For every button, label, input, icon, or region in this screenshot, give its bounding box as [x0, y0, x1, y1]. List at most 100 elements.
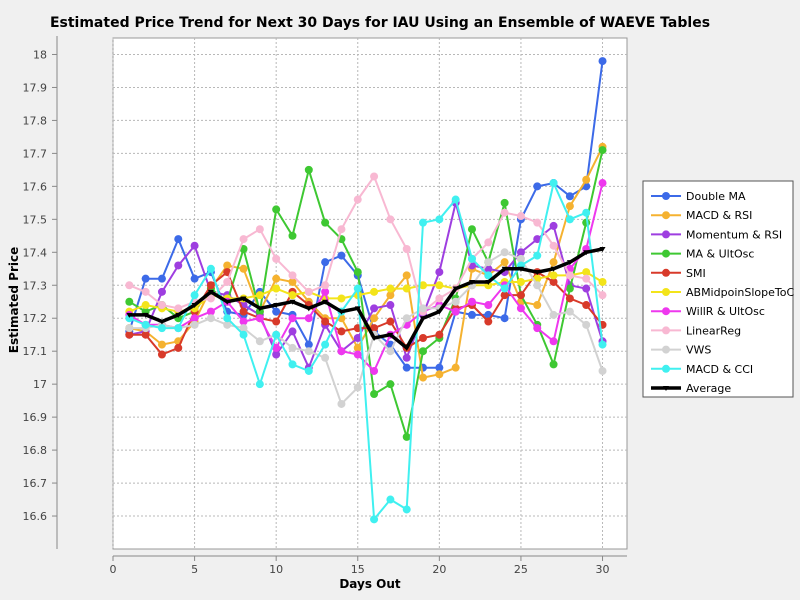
data-point — [353, 284, 362, 293]
data-point — [565, 284, 574, 293]
x-tick-label: 5 — [191, 563, 198, 576]
x-tick-label: 30 — [596, 563, 610, 576]
data-point — [288, 271, 297, 280]
x-tick-label: 20 — [432, 563, 446, 576]
data-point — [500, 198, 509, 207]
data-point — [141, 301, 150, 310]
data-point — [337, 225, 346, 234]
data-point — [386, 317, 395, 326]
data-point — [272, 205, 281, 214]
chart-title: Estimated Price Trend for Next 30 Days f… — [50, 15, 710, 31]
legend-marker — [662, 326, 670, 335]
data-point — [370, 390, 379, 399]
data-point — [549, 221, 558, 230]
data-point — [451, 297, 460, 306]
y-tick-label: 17 — [33, 378, 47, 391]
series-line-average — [129, 247, 603, 350]
data-point — [435, 330, 444, 339]
data-point — [516, 254, 525, 263]
data-point — [598, 277, 607, 286]
data-point — [582, 320, 591, 329]
data-point — [288, 277, 297, 286]
data-point — [142, 312, 149, 318]
data-point — [467, 254, 476, 263]
data-point — [402, 314, 411, 323]
legend-marker — [662, 211, 670, 220]
data-point — [321, 218, 330, 227]
data-point — [598, 146, 607, 155]
data-point — [533, 301, 542, 310]
data-point — [485, 279, 492, 285]
data-point — [272, 307, 281, 316]
data-point — [598, 179, 607, 188]
y-tick-label: 17.1 — [23, 345, 48, 358]
data-point — [549, 241, 558, 250]
x-tick-label: 0 — [110, 563, 117, 576]
data-point — [402, 432, 411, 441]
legend-entry: MACD & CCI — [686, 363, 753, 376]
data-point — [256, 306, 263, 312]
data-point — [419, 347, 428, 356]
data-point — [190, 241, 199, 250]
data-point — [288, 360, 297, 369]
data-point — [370, 324, 379, 333]
data-point — [419, 304, 428, 313]
data-point — [191, 303, 198, 309]
data-point — [516, 248, 525, 257]
data-point — [582, 274, 591, 283]
data-point — [272, 350, 281, 359]
data-point — [598, 340, 607, 349]
data-point — [386, 301, 395, 310]
data-point — [240, 296, 247, 302]
data-point — [386, 284, 395, 293]
data-point — [321, 353, 330, 362]
data-point — [435, 370, 444, 379]
x-tick-label: 15 — [351, 563, 365, 576]
data-point — [386, 291, 395, 300]
data-point — [337, 399, 346, 408]
legend-marker — [662, 307, 670, 316]
data-point — [255, 380, 264, 389]
data-point — [599, 246, 606, 252]
data-point — [533, 281, 542, 290]
data-point — [386, 495, 395, 504]
data-point — [223, 261, 232, 270]
data-point — [273, 303, 280, 309]
data-point — [353, 343, 362, 352]
data-point — [370, 304, 379, 313]
data-point — [141, 330, 150, 339]
data-point — [125, 324, 134, 333]
data-point — [484, 258, 493, 267]
legend-entry: MA & UltOsc — [686, 248, 754, 261]
data-point — [402, 505, 411, 514]
data-point — [370, 314, 379, 323]
data-point — [500, 248, 509, 257]
data-point — [549, 360, 558, 369]
data-point — [598, 57, 607, 66]
data-point — [337, 347, 346, 356]
data-point — [321, 258, 330, 267]
data-point — [206, 281, 215, 290]
data-point — [322, 299, 329, 305]
y-tick-label: 17.4 — [23, 246, 48, 259]
legend-marker — [662, 288, 670, 296]
data-point — [239, 324, 248, 333]
y-tick-label: 17.7 — [23, 147, 48, 160]
data-point — [338, 309, 345, 315]
legend-entry: WillR & UltOsc — [686, 305, 765, 318]
data-point — [402, 353, 411, 362]
y-tick-label: 17.6 — [23, 180, 48, 193]
data-point — [157, 287, 166, 296]
data-point — [500, 208, 509, 217]
data-point — [403, 345, 410, 351]
data-point — [174, 261, 183, 270]
data-point — [304, 366, 313, 375]
data-point — [304, 287, 313, 296]
data-point — [516, 277, 525, 286]
data-point — [387, 332, 394, 338]
data-point — [451, 363, 460, 372]
data-point — [583, 250, 590, 256]
data-point — [533, 251, 542, 260]
data-point — [157, 274, 166, 283]
data-point — [223, 320, 232, 329]
